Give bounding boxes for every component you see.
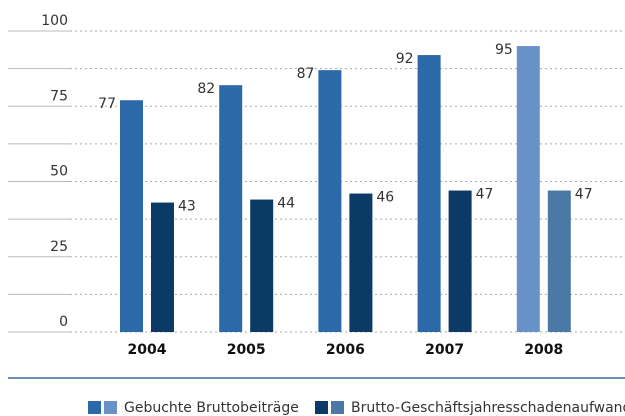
value-label: 95 <box>495 42 513 58</box>
bar <box>219 85 243 333</box>
y-tick-label: 50 <box>50 164 68 180</box>
value-label: 47 <box>575 187 593 203</box>
bar <box>120 100 143 332</box>
x-tick-label: 2004 <box>128 342 167 358</box>
legend-label: Gebuchte Bruttobeiträge <box>124 400 299 416</box>
x-tick-label: 2007 <box>425 342 464 358</box>
value-label: 92 <box>396 51 414 67</box>
bar <box>318 70 342 332</box>
legend-swatch <box>331 401 344 414</box>
bar <box>547 190 571 332</box>
value-label: 47 <box>476 187 494 203</box>
y-tick-label: 100 <box>41 13 68 29</box>
value-label: 46 <box>376 190 394 206</box>
bar <box>349 193 373 332</box>
value-label: 77 <box>98 96 116 112</box>
legend-swatch <box>88 401 101 414</box>
value-label: 82 <box>197 81 215 97</box>
legend-swatch <box>315 401 328 414</box>
x-tick-label: 2008 <box>524 342 563 358</box>
y-tick-label: 75 <box>50 88 68 104</box>
value-label: 44 <box>277 196 295 212</box>
bar <box>151 202 174 332</box>
value-label: 87 <box>297 66 315 82</box>
legend-label: Brutto-Geschäftsjahresschadenaufwand <box>351 400 625 416</box>
x-tick-label: 2005 <box>227 342 266 358</box>
bar <box>448 190 472 332</box>
y-tick-label: 0 <box>59 314 68 330</box>
value-label: 43 <box>178 199 196 215</box>
legend-swatch <box>104 401 117 414</box>
bar <box>250 199 274 332</box>
y-tick-label: 25 <box>50 239 68 255</box>
x-tick-label: 2006 <box>326 342 365 358</box>
bar <box>516 46 540 333</box>
bar <box>417 55 441 333</box>
